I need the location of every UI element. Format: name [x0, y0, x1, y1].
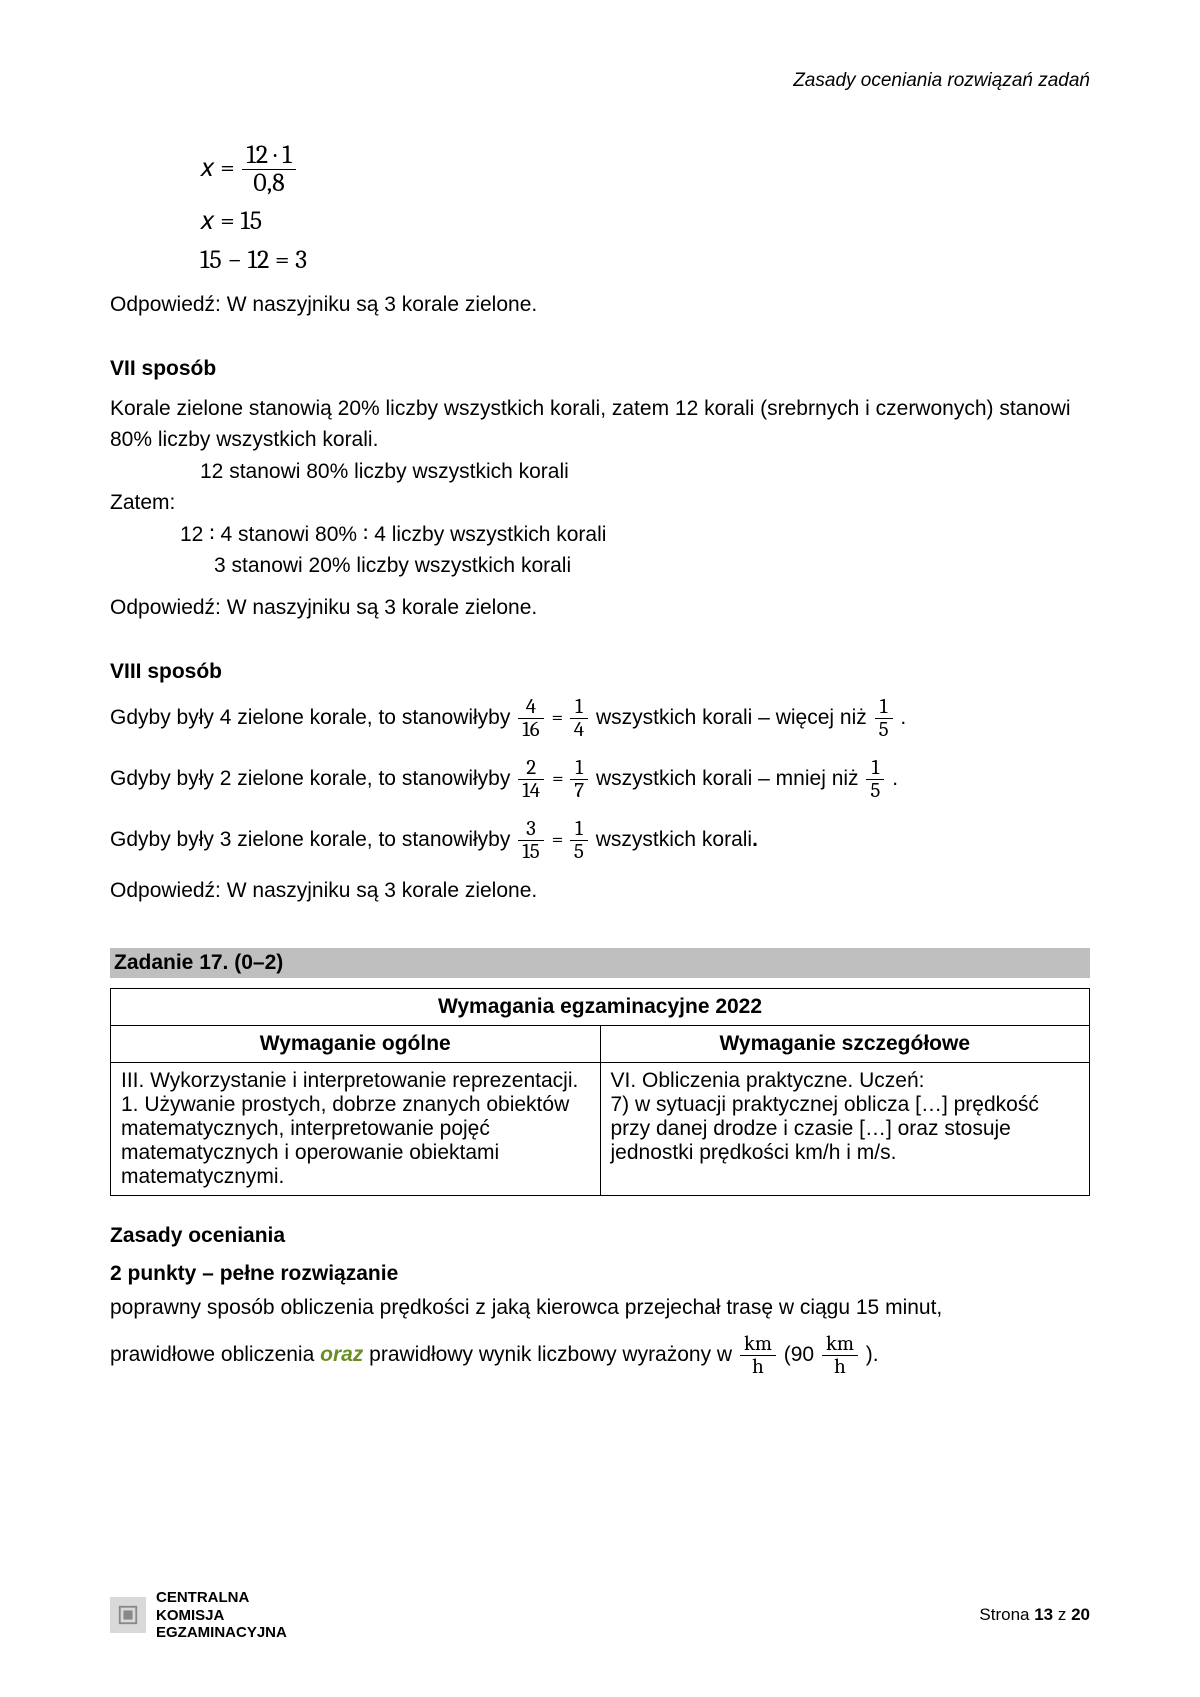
m8r1-f2d: 4	[570, 719, 588, 741]
answer-2: Odpowiedź: W naszyjniku są 3 korale ziel…	[110, 596, 1090, 620]
method8-heading: VIII sposób	[110, 660, 1090, 684]
m8r1-end: .	[900, 706, 906, 729]
eq-lhs: 𝑥 =	[200, 153, 235, 183]
m8r1-mid: wszystkich korali – więcej niż	[596, 706, 873, 729]
m8r1-pre: Gdyby były 4 zielone korale, to stanowił…	[110, 706, 516, 729]
m8r3-eq: =	[552, 828, 568, 852]
m8r2-f1d: 14	[518, 780, 544, 802]
logo-line3: EGZAMINACYJNA	[156, 1624, 287, 1641]
g-p2-pre: prawidłowe obliczenia	[110, 1343, 320, 1366]
m8r3-mid: wszystkich korali	[596, 828, 752, 851]
m8r3-end: .	[752, 828, 758, 851]
m8r1-f3d: 5	[875, 719, 893, 741]
method7-zatem: Zatem:	[110, 487, 1090, 519]
answer-3: Odpowiedź: W naszyjniku są 3 korale ziel…	[110, 879, 1090, 903]
m8r3-pre: Gdyby były 3 zielone korale, to stanowił…	[110, 828, 516, 851]
method7-l2: 12 ∶ 4 stanowi 80% ∶ 4 liczby wszystkich…	[180, 519, 1090, 551]
eq-frac-den: 0,8	[242, 170, 295, 197]
m8r2-eq: =	[552, 767, 568, 791]
pn-pre: Strona	[979, 1605, 1034, 1624]
g-p2-mid: prawidłowy wynik liczbowy wyrażony w	[369, 1343, 738, 1366]
m8r2-end: .	[892, 767, 898, 790]
page-header-right: Zasady oceniania rozwiązań zadań	[110, 70, 1090, 92]
m8r1-eq: =	[552, 706, 568, 730]
m8r2-f1n: 2	[518, 757, 544, 780]
m8r2-f2d: 7	[570, 780, 588, 802]
m8r3-f2n: 1	[570, 818, 588, 841]
pn-total: 20	[1071, 1605, 1090, 1624]
logo-line1: CENTRALNA	[156, 1589, 287, 1606]
m8r2-f3d: 5	[866, 780, 884, 802]
req-col1-head: Wymaganie ogólne	[111, 1025, 601, 1062]
m8r1-f1d: 16	[518, 719, 543, 741]
requirements-table: Wymagania egzaminacyjne 2022 Wymaganie o…	[110, 988, 1090, 1196]
logo-icon	[110, 1597, 146, 1633]
m8r1-f1n: 4	[518, 696, 543, 719]
m8r2-mid: wszystkich korali – mniej niż	[596, 767, 864, 790]
m8r2-pre: Gdyby były 2 zielone korale, to stanowił…	[110, 767, 516, 790]
unit-num-2: km	[822, 1333, 858, 1356]
grading-p1: poprawny sposób obliczenia prędkości z j…	[110, 1292, 1090, 1324]
grading-heading: Zasady oceniania	[110, 1224, 1090, 1248]
req-caption: Wymagania egzaminacyjne 2022	[111, 988, 1090, 1025]
method7-p1: Korale zielone stanowią 20% liczby wszys…	[110, 393, 1090, 456]
method8-row3: Gdyby były 3 zielone korale, to stanowił…	[110, 818, 1090, 863]
g-p2-close: ).	[866, 1343, 879, 1366]
page-footer: CENTRALNA KOMISJA EGZAMINACYJNA Strona 1…	[110, 1589, 1090, 1641]
footer-logo: CENTRALNA KOMISJA EGZAMINACYJNA	[110, 1589, 287, 1641]
method7-l3: 3 stanowi 20% liczby wszystkich korali	[214, 550, 1090, 582]
g-oraz: oraz	[320, 1343, 363, 1366]
logo-line2: KOMISJA	[156, 1607, 287, 1624]
page-number: Strona 13 z 20	[979, 1605, 1090, 1625]
m8r1-f3n: 1	[875, 696, 893, 719]
method7-l1: 12 stanowi 80% liczby wszystkich korali	[200, 456, 1090, 488]
m8r2-f3n: 1	[866, 757, 884, 780]
unit-num-1: km	[740, 1333, 776, 1356]
eq-line2: 𝑥 = 15	[200, 206, 1090, 237]
method8-row2: Gdyby były 2 zielone korale, to stanowił…	[110, 757, 1090, 802]
req-col2-head: Wymaganie szczegółowe	[600, 1025, 1090, 1062]
req-col1-body: III. Wykorzystanie i interpretowanie rep…	[111, 1062, 601, 1195]
eq-fraction: 12 · 1 0,8	[242, 142, 295, 198]
points-heading: 2 punkty – pełne rozwiązanie	[110, 1262, 1090, 1286]
eq-frac-num: 12 · 1	[242, 142, 295, 170]
method7-heading: VII sposób	[110, 357, 1090, 381]
answer-1: Odpowiedź: W naszyjniku są 3 korale ziel…	[110, 293, 1090, 317]
task17-bar: Zadanie 17. (0–2)	[110, 948, 1090, 978]
logo-text: CENTRALNA KOMISJA EGZAMINACYJNA	[156, 1589, 287, 1641]
pn-cur: 13	[1034, 1605, 1053, 1624]
req-col2-body: VI. Obliczenia praktyczne. Uczeń:7) w sy…	[600, 1062, 1090, 1195]
grading-p2: prawidłowe obliczenia oraz prawidłowy wy…	[110, 1333, 1090, 1378]
m8r1-f2n: 1	[570, 696, 588, 719]
g-p2-open: (90	[784, 1343, 814, 1366]
unit-den-1: h	[740, 1356, 776, 1378]
method8-row1: Gdyby były 4 zielone korale, to stanowił…	[110, 696, 1090, 741]
m8r2-f2n: 1	[570, 757, 588, 780]
m8r3-f1d: 15	[518, 841, 544, 863]
equation-block: 𝑥 = 12 · 1 0,8 𝑥 = 15 15 − 12 = 3	[200, 142, 1090, 275]
m8r3-f2d: 5	[570, 841, 588, 863]
eq-line3: 15 − 12 = 3	[200, 245, 1090, 275]
pn-sep: z	[1053, 1605, 1071, 1624]
unit-den-2: h	[822, 1356, 858, 1378]
m8r3-f1n: 3	[518, 818, 544, 841]
